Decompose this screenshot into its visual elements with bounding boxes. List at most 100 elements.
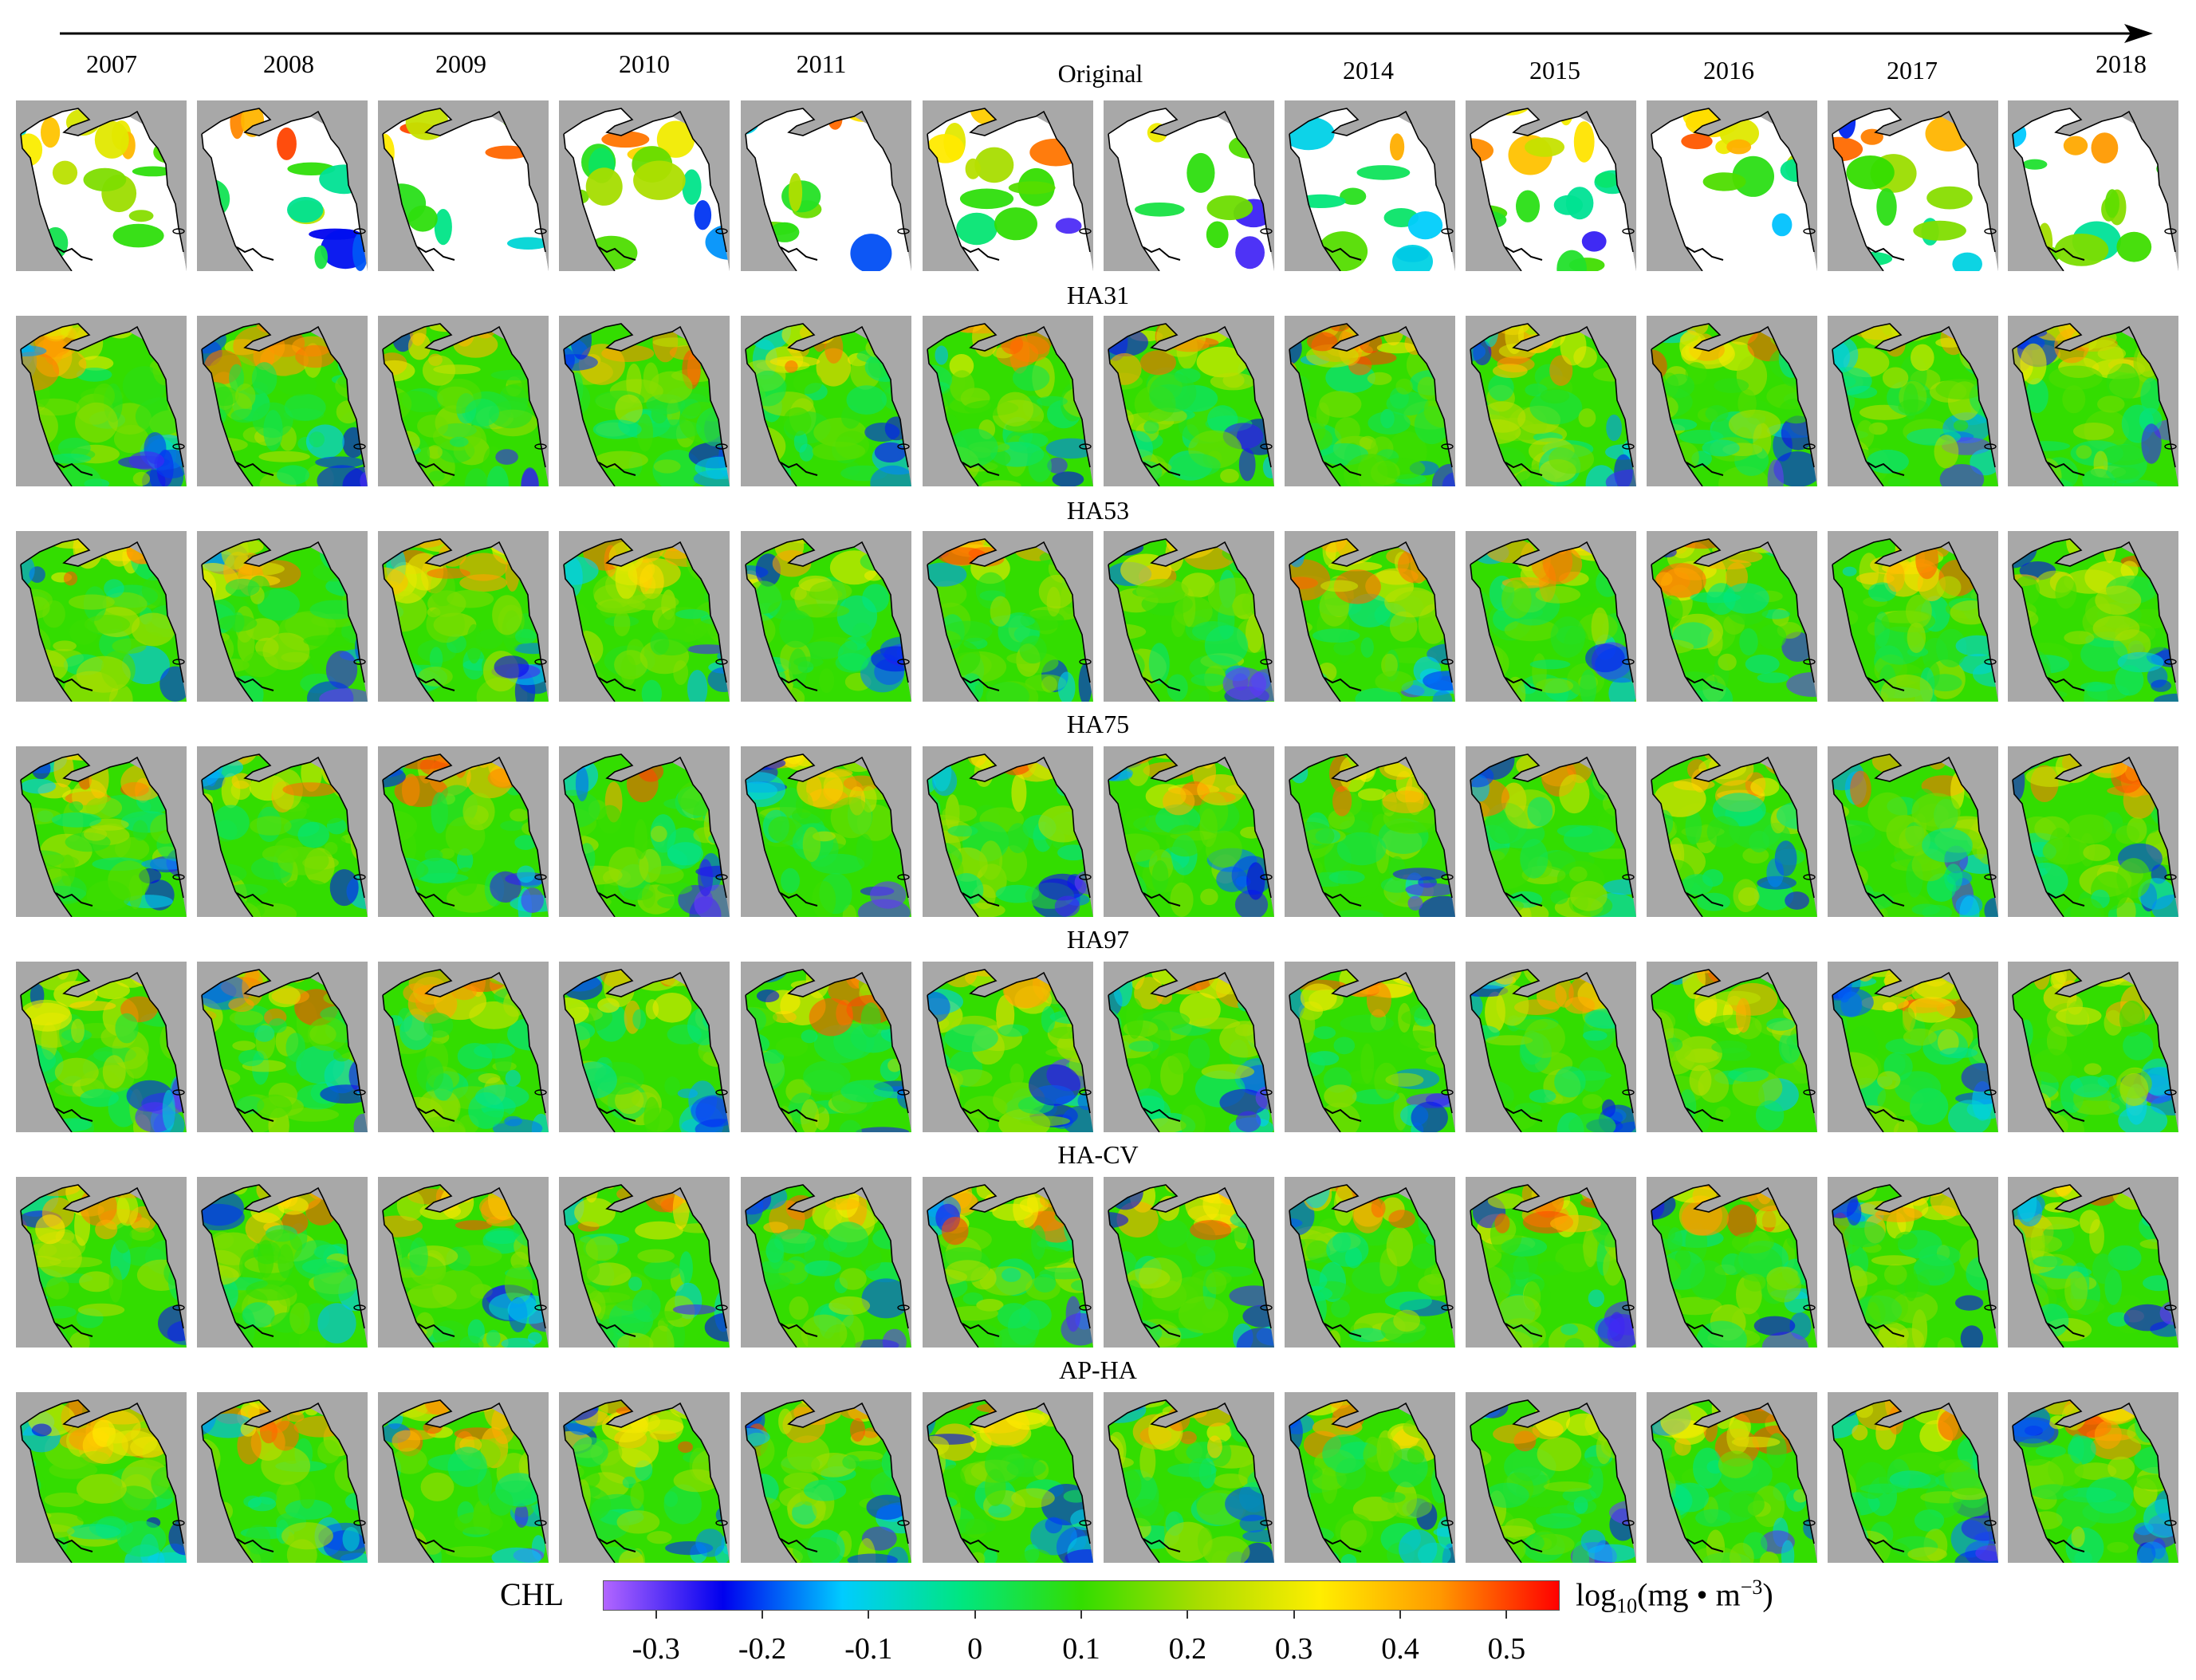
- colorbar-tick: [762, 1611, 763, 1619]
- colorbar-title: CHL: [500, 1576, 564, 1612]
- chl-map-tile: [378, 1392, 549, 1563]
- chl-map-tile: [1647, 746, 1817, 917]
- row-label: HA-CV: [1057, 1140, 1139, 1169]
- chl-map-tile: [923, 531, 1093, 702]
- chl-map-tile: [197, 316, 368, 486]
- row-label: AP-HA: [1059, 1355, 1137, 1384]
- chl-map-tile: [741, 1392, 911, 1563]
- chl-map-tile: [16, 100, 187, 271]
- chl-map-tile: [1285, 531, 1455, 702]
- chl-map-tile: [378, 1177, 549, 1348]
- time-arrow: [60, 24, 2153, 43]
- column-label: 2015: [1529, 56, 1580, 85]
- chl-map-tile: [1285, 1392, 1455, 1563]
- chl-map-tile: [1828, 962, 1998, 1132]
- chl-map-tile: [1828, 746, 1998, 917]
- colorbar-tick-label: 0.2: [1168, 1632, 1207, 1666]
- chl-map-tile: [378, 100, 549, 271]
- chl-map-tile: [1828, 316, 1998, 486]
- chl-map-tile: [1285, 316, 1455, 486]
- chl-map-tile: [1828, 100, 1998, 271]
- colorbar-tick: [655, 1611, 657, 1619]
- chl-map-tile: [378, 316, 549, 486]
- chl-map-tile: [1104, 746, 1274, 917]
- chl-map-tile: [559, 746, 730, 917]
- chl-map-tile: [1828, 531, 1998, 702]
- chl-map-tile: [1466, 100, 1636, 271]
- chl-map-tile: [2008, 100, 2178, 271]
- colorbar-tick-label: 0.5: [1487, 1632, 1526, 1666]
- chl-map-tile: [1104, 100, 1274, 271]
- colorbar-tick-label: -0.2: [738, 1632, 787, 1666]
- chl-map-tile: [2008, 746, 2178, 917]
- chl-map-tile: [1466, 1177, 1636, 1348]
- colorbar-tick-label: 0.1: [1062, 1632, 1100, 1666]
- chl-map-tile: [1647, 100, 1817, 271]
- colorbar-tick-label: -0.1: [844, 1632, 893, 1666]
- chl-map-tile: [1104, 1392, 1274, 1563]
- chl-map-tile: [741, 316, 911, 486]
- chl-map-tile: [1104, 316, 1274, 486]
- chl-map-tile: [559, 962, 730, 1132]
- colorbar-tick: [868, 1611, 870, 1619]
- chl-map-tile: [378, 962, 549, 1132]
- chl-map-tile: [16, 531, 187, 702]
- chl-map-tile: [16, 1177, 187, 1348]
- chl-map-tile: [923, 1392, 1093, 1563]
- chl-map-tile: [923, 316, 1093, 486]
- column-label: 2007: [86, 49, 137, 78]
- colorbar-tick: [1505, 1611, 1508, 1619]
- chl-map-tile: [2008, 962, 2178, 1132]
- chl-map-tile: [1466, 316, 1636, 486]
- chl-map-tile: [378, 531, 549, 702]
- chl-map-tile: [16, 962, 187, 1132]
- colorbar: [603, 1580, 1560, 1611]
- chl-map-tile: [197, 962, 368, 1132]
- chl-map-tile: [1466, 531, 1636, 702]
- column-label: 2016: [1703, 56, 1754, 85]
- colorbar-tick: [974, 1611, 976, 1619]
- chl-map-tile: [1104, 962, 1274, 1132]
- column-label: 2008: [263, 49, 314, 78]
- chl-map-tile: [559, 1177, 730, 1348]
- column-label: 2010: [619, 49, 670, 78]
- chl-map-tile: [2008, 1392, 2178, 1563]
- chl-map-tile: [923, 746, 1093, 917]
- chl-map-tile: [1466, 962, 1636, 1132]
- chl-map-tile: [559, 316, 730, 486]
- column-label: 2011: [796, 49, 847, 78]
- colorbar-tick: [1080, 1611, 1082, 1619]
- column-label: 2014: [1343, 56, 1394, 85]
- colorbar-tick-label: 0.4: [1381, 1632, 1419, 1666]
- chl-map-tile: [1647, 962, 1817, 1132]
- chl-map-tile: [1828, 1177, 1998, 1348]
- chl-map-tile: [1104, 531, 1274, 702]
- row-label: HA97: [1066, 925, 1130, 954]
- colorbar-tick: [1293, 1611, 1295, 1619]
- chl-map-tile: [197, 1177, 368, 1348]
- chl-map-tile: [1647, 1392, 1817, 1563]
- chl-map-tile: [741, 746, 911, 917]
- chl-map-tile: [1104, 1177, 1274, 1348]
- chl-map-tile: [741, 1177, 911, 1348]
- row-label: HA31: [1066, 281, 1130, 309]
- row-label: HA75: [1066, 710, 1130, 738]
- chl-map-tile: [1466, 746, 1636, 917]
- chl-map-tile: [923, 1177, 1093, 1348]
- chl-map-tile: [559, 1392, 730, 1563]
- column-label: 2017: [1887, 56, 1938, 85]
- colorbar-tick: [1187, 1611, 1189, 1619]
- chl-map-tile: [741, 962, 911, 1132]
- column-label: 2009: [435, 49, 486, 78]
- chl-map-tile: [16, 746, 187, 917]
- column-label: 2018: [2096, 49, 2147, 78]
- chl-map-tile: [1647, 531, 1817, 702]
- colorbar-tick-label: 0.3: [1274, 1632, 1313, 1666]
- chl-map-tile: [741, 100, 911, 271]
- chl-map-tile: [1466, 1392, 1636, 1563]
- chl-map-tile: [2008, 316, 2178, 486]
- chl-map-tile: [1828, 1392, 1998, 1563]
- colorbar-tick-label: -0.3: [632, 1632, 680, 1666]
- chl-map-tile: [16, 1392, 187, 1563]
- chl-map-tile: [1285, 962, 1455, 1132]
